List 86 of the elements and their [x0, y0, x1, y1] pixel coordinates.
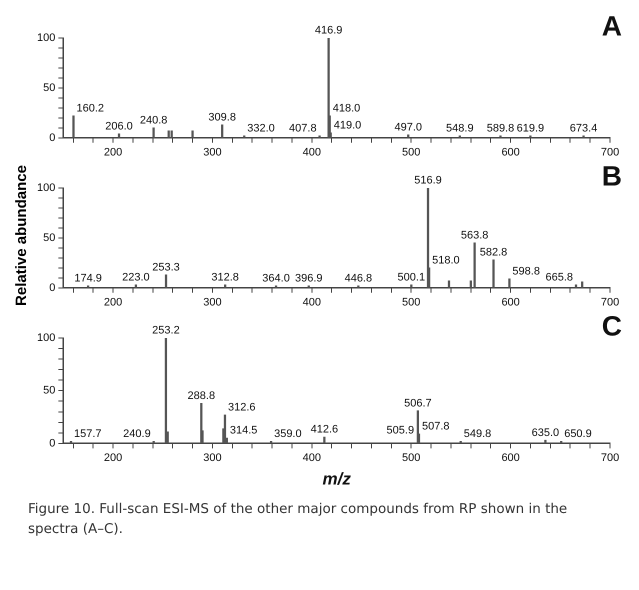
bar — [152, 440, 155, 444]
annotation: 312.8 — [211, 271, 239, 284]
annotation: 416.9 — [314, 24, 342, 37]
chart-title: C — [602, 310, 622, 342]
annotation: 206.0 — [105, 120, 133, 132]
y-tick-label: 100 — [36, 32, 56, 44]
annotation: 359.0 — [274, 428, 302, 440]
y-tick-label: 50 — [43, 384, 56, 397]
bar — [323, 436, 326, 444]
bar — [221, 124, 224, 138]
bar — [407, 134, 410, 138]
y-tick-label: 0 — [49, 132, 56, 144]
annotation: 253.2 — [152, 324, 180, 337]
x-tick-label: 700 — [600, 452, 620, 464]
annotation: 240.9 — [123, 428, 151, 440]
x-tick-label: 600 — [501, 296, 520, 308]
annotation: 157.7 — [74, 428, 102, 440]
annotation: 396.9 — [294, 272, 323, 284]
y-tick-label: 100 — [36, 332, 56, 344]
chart-title: B — [602, 160, 622, 192]
annotation: 500.1 — [398, 271, 426, 284]
annotation: 548.9 — [446, 122, 474, 134]
annotation: 635.0 — [532, 426, 560, 439]
annotation: 419.0 — [334, 119, 362, 132]
y-tick-label: 100 — [36, 182, 56, 194]
annotation: 288.8 — [188, 390, 216, 402]
bar — [581, 281, 584, 288]
annotation: 518.0 — [432, 254, 460, 266]
x-tick-label: 200 — [104, 296, 122, 308]
annotation: 240.8 — [140, 114, 168, 126]
y-tick-label: 50 — [43, 82, 56, 94]
x-tick-label: 300 — [203, 296, 222, 308]
annotation: 516.9 — [414, 174, 442, 187]
x-tick-label: 400 — [302, 296, 322, 308]
annotation: 312.6 — [228, 401, 256, 414]
x-tick-label: 400 — [302, 452, 322, 464]
annotation: 505.9 — [386, 424, 414, 437]
y-tick-label: 0 — [49, 282, 56, 294]
annotation: 506.7 — [404, 397, 432, 410]
x-tick-label: 700 — [600, 146, 620, 158]
annotation: 650.9 — [564, 428, 592, 440]
x-tick-label: 400 — [302, 146, 322, 158]
y-tick-label: 0 — [49, 437, 56, 450]
annotation: 174.9 — [74, 272, 102, 284]
x-tick-label: 200 — [104, 452, 122, 464]
bar — [224, 284, 226, 288]
x-tick-label: 200 — [104, 146, 122, 158]
annotation: 507.8 — [422, 420, 450, 432]
annotation: 619.9 — [516, 122, 544, 134]
annotation: 563.8 — [460, 229, 488, 242]
y-axis-title: Relative abundance — [12, 164, 30, 306]
x-tick-label: 500 — [402, 296, 420, 308]
annotation: 364.0 — [262, 272, 290, 284]
chart-title: A — [602, 10, 622, 42]
annotation: 589.8 — [486, 122, 514, 134]
annotation: 497.0 — [394, 121, 422, 134]
x-tick-label: 300 — [203, 452, 222, 464]
annotation: 309.8 — [208, 111, 236, 124]
annotation: 314.5 — [230, 424, 258, 437]
x-tick-label: 600 — [501, 146, 520, 158]
bar — [168, 130, 170, 138]
caption: Figure 10. Full-scan ESI-MS of the other major compounds from RP shown in the spectra (A–C). — [28, 500, 568, 539]
annotation: 407.8 — [289, 122, 317, 134]
x-tick-label: 500 — [402, 452, 420, 464]
annotation: 332.0 — [247, 122, 275, 134]
y-tick-label: 50 — [43, 232, 56, 244]
annotation: 549.8 — [464, 428, 492, 440]
annotation: 253.3 — [152, 261, 180, 274]
annotation: 446.8 — [344, 272, 372, 284]
x-tick-label: 300 — [203, 146, 222, 158]
annotation: 598.8 — [512, 265, 540, 278]
annotation: 160.2 — [76, 102, 104, 114]
annotation: 223.0 — [122, 271, 150, 284]
x-axis-title: m/z — [322, 469, 352, 488]
bar — [410, 284, 412, 288]
annotation: 582.8 — [480, 246, 508, 258]
annotation: 418.0 — [332, 102, 360, 114]
bar — [308, 285, 310, 288]
bar — [474, 242, 476, 288]
x-tick-label: 700 — [600, 296, 620, 308]
x-tick-label: 500 — [402, 146, 420, 158]
x-tick-label: 600 — [501, 452, 520, 464]
bar — [170, 130, 173, 138]
annotation: 673.4 — [570, 122, 598, 134]
annotation: 665.8 — [545, 271, 574, 284]
annotation: 412.6 — [310, 424, 338, 436]
